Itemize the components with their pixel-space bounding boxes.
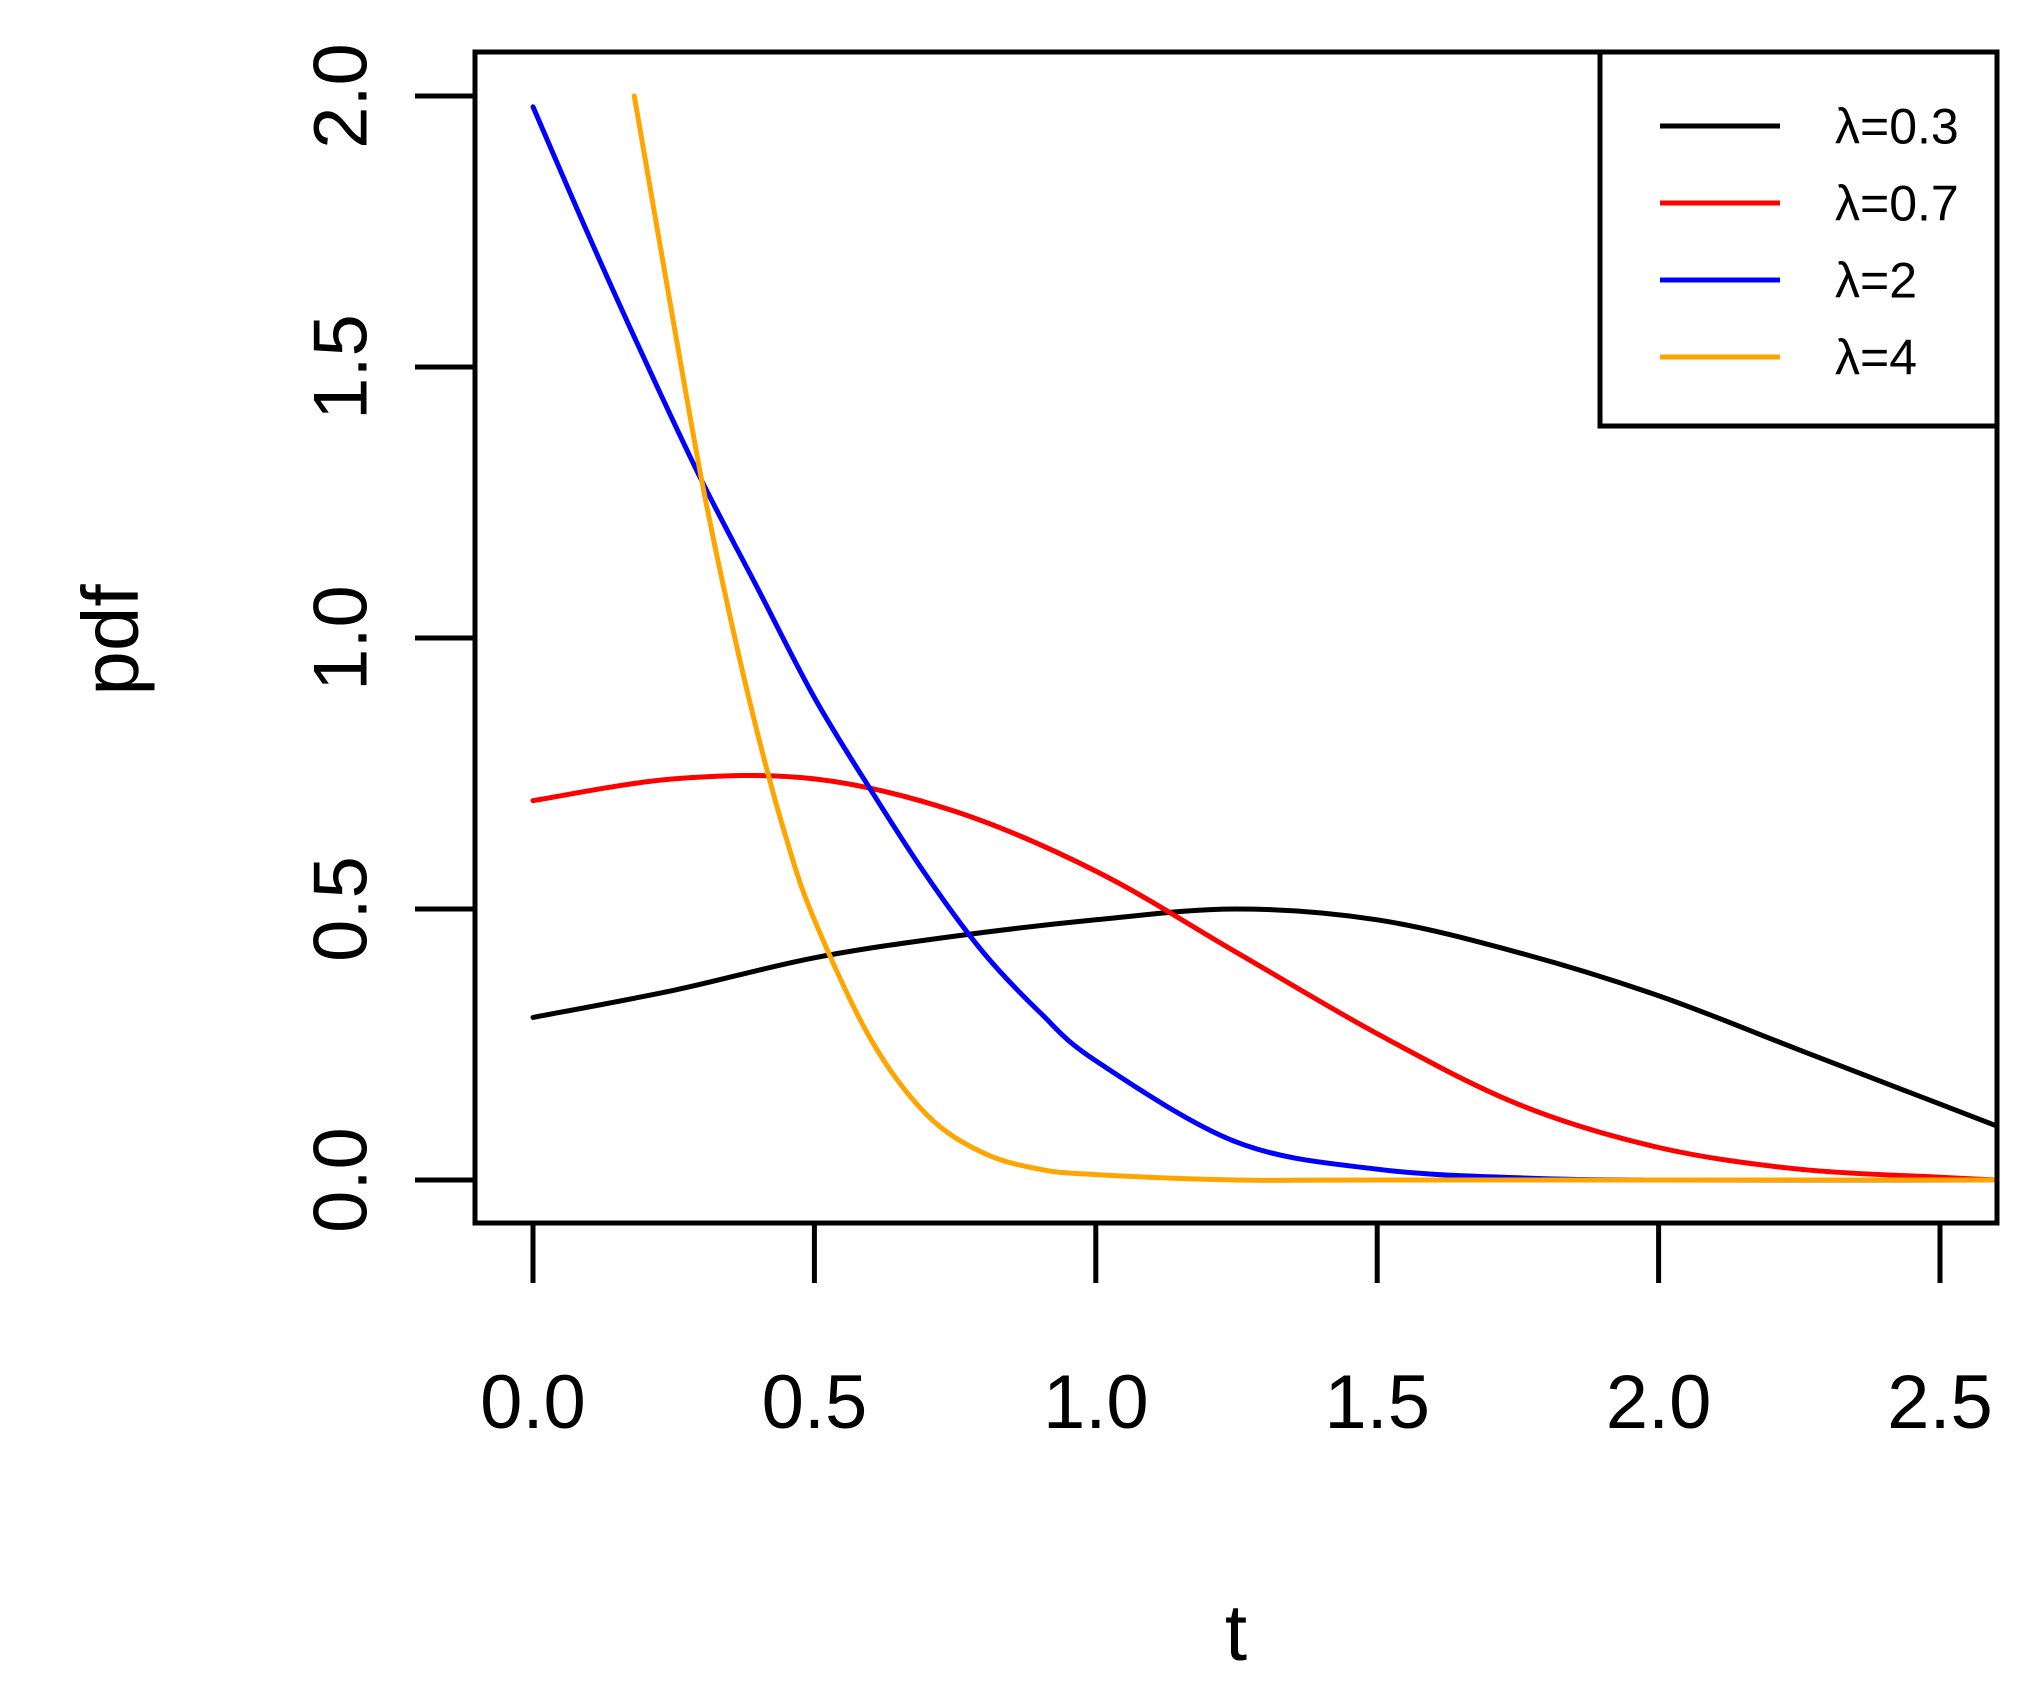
legend-label: λ=0.7 [1835, 176, 1959, 232]
x-tick-label: 1.0 [1043, 1360, 1149, 1445]
y-axis: 0.0 0.5 1.0 1.5 2.0 [299, 43, 475, 1233]
y-axis-label: pdf [66, 584, 155, 696]
series-layer [530, 93, 1997, 1183]
plot-frame [472, 49, 2000, 1226]
x-axis-label: t [1225, 1588, 1247, 1677]
x-tick-label: 0.0 [480, 1360, 586, 1445]
x-tick-label: 0.5 [762, 1360, 868, 1445]
y-tick-label: 2.0 [299, 43, 384, 149]
x-tick-label: 2.5 [1887, 1360, 1993, 1445]
legend-label: λ=2 [1835, 253, 1917, 309]
legend-label: λ=4 [1835, 330, 1917, 386]
y-tick-label: 1.0 [299, 585, 384, 691]
series-line-3 [631, 93, 1997, 1183]
legend: λ=0.3 λ=0.7 λ=2 λ=4 [1597, 49, 2000, 429]
series-line-1 [530, 773, 1997, 1183]
x-tick-label: 2.0 [1606, 1360, 1712, 1445]
x-axis: 0.0 0.5 1.0 1.5 2.0 2.5 [480, 1223, 1993, 1445]
x-tick-label: 1.5 [1324, 1360, 1430, 1445]
y-tick-label: 0.0 [299, 1127, 384, 1233]
legend-box [1597, 49, 2000, 429]
series-line-0 [530, 906, 1997, 1129]
legend-label: λ=0.3 [1835, 99, 1959, 155]
y-tick-label: 0.5 [299, 856, 384, 962]
y-tick-label: 1.5 [299, 314, 384, 420]
